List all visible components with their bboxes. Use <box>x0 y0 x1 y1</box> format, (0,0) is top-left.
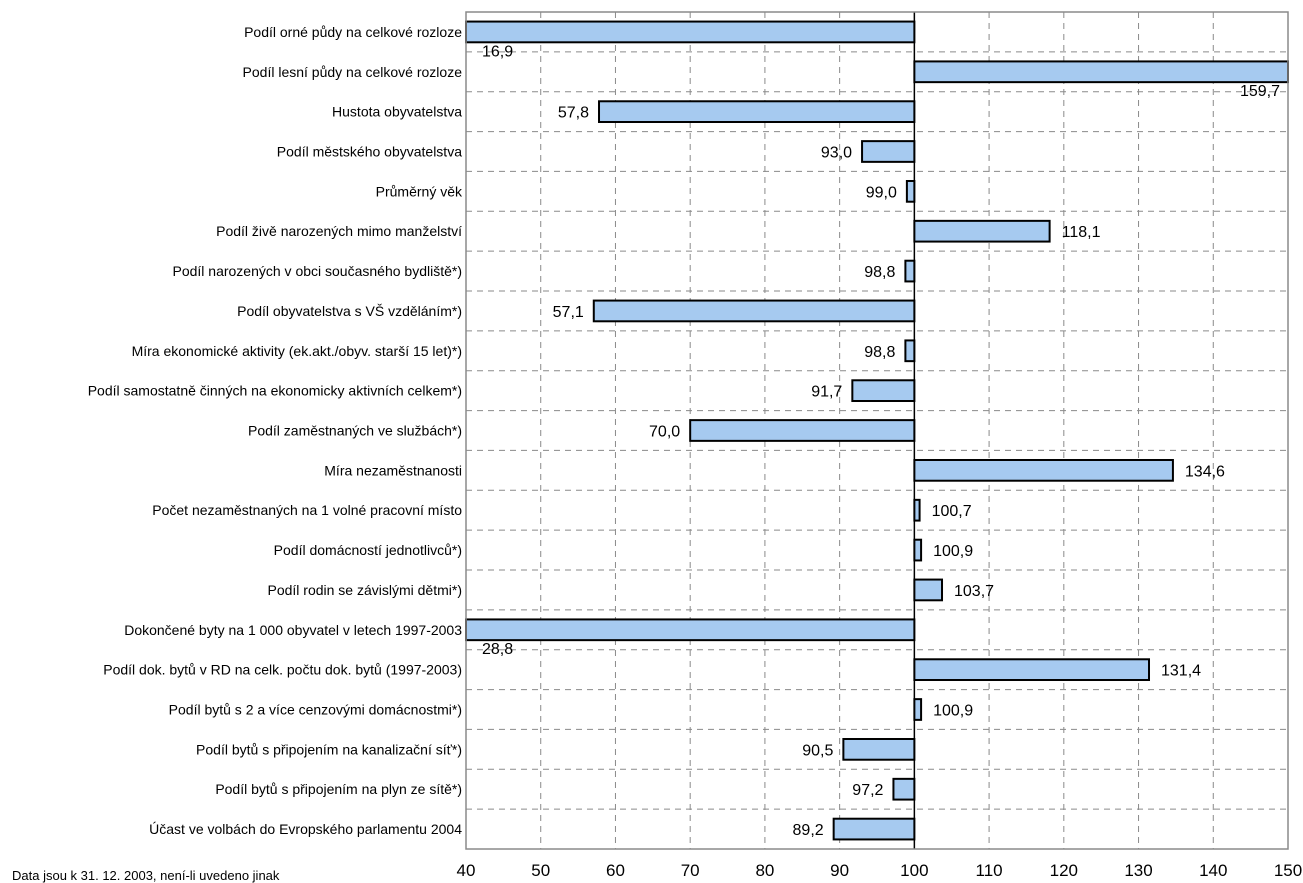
bar-9 <box>904 339 916 363</box>
x-tick-label-100: 100 <box>900 861 928 880</box>
x-tick-label-70: 70 <box>681 861 700 880</box>
category-label-7: Podíl narozených v obci současného bydli… <box>172 263 462 279</box>
value-label-8: 57,1 <box>553 304 584 321</box>
plot-area-frame <box>465 11 1289 850</box>
category-label-1: Podíl orné půdy na celkové rozloze <box>244 24 462 40</box>
bar-3 <box>598 100 916 124</box>
category-label-15: Podíl rodin se závislými dětmi*) <box>267 582 462 598</box>
bar-2 <box>913 60 1289 84</box>
bar-10 <box>851 379 916 403</box>
bar-8 <box>592 299 916 323</box>
bar-7 <box>904 259 916 283</box>
category-label-21: Účast ve volbách do Evropského parlament… <box>149 821 462 837</box>
category-label-3: Hustota obyvatelstva <box>332 104 462 120</box>
category-label-18: Podíl bytů s 2 a více cenzovými domácnos… <box>169 702 462 718</box>
value-label-16: 28,8 <box>482 641 513 658</box>
category-label-4: Podíl městského obyvatelstva <box>277 144 462 160</box>
value-label-7: 98,8 <box>864 264 895 281</box>
value-label-20: 97,2 <box>852 782 883 799</box>
value-label-14: 100,9 <box>933 543 973 560</box>
category-label-2: Podíl lesní půdy na celkové rozloze <box>243 64 463 80</box>
value-label-2: 159,7 <box>1240 83 1280 100</box>
value-label-11: 70,0 <box>649 424 680 441</box>
category-label-12: Míra nezaměstnanosti <box>324 462 462 478</box>
category-label-9: Míra ekonomické aktivity (ek.akt./obyv. … <box>132 343 462 359</box>
category-labels: Podíl orné půdy na celkové rozloze Podíl … <box>88 24 463 837</box>
x-tick-label-50: 50 <box>531 861 550 880</box>
grid-layer <box>466 12 1288 849</box>
bar-14 <box>913 538 923 562</box>
x-tick-label-130: 130 <box>1124 861 1152 880</box>
x-axis-ticks: 40 50 60 70 80 90 100 110 120 130 140 150 <box>457 861 1303 880</box>
category-label-10: Podíl samostatně činných na ekonomicky a… <box>88 383 462 399</box>
category-label-17: Podíl dok. bytů v RD na celk. počtu dok.… <box>103 662 462 678</box>
bar-12 <box>913 458 1174 482</box>
value-label-5: 99,0 <box>866 184 897 201</box>
value-label-3: 57,8 <box>558 105 589 122</box>
value-label-9: 98,8 <box>864 344 895 361</box>
value-label-19: 90,5 <box>802 742 833 759</box>
value-label-12: 134,6 <box>1185 463 1225 480</box>
category-label-6: Podíl živě narozených mimo manželství <box>216 223 462 239</box>
category-label-11: Podíl zaměstnaných ve službách*) <box>248 423 462 439</box>
category-label-20: Podíl bytů s připojením na plyn ze sítě*… <box>215 781 462 797</box>
category-label-16: Dokončené byty na 1 000 obyvatel v letec… <box>124 622 462 638</box>
category-label-19: Podíl bytů s připojením na kanalizační s… <box>196 741 462 757</box>
value-label-1: 16,9 <box>482 43 513 60</box>
value-label-17: 131,4 <box>1161 663 1201 680</box>
bar-21 <box>832 817 916 841</box>
value-label-6: 118,1 <box>1062 224 1101 241</box>
category-label-14: Podíl domácností jednotlivců*) <box>274 542 462 558</box>
value-labels: 16,9 159,7 57,8 93,0 99,0 118,1 98,8 57,1 98,8 91… <box>482 43 1280 839</box>
x-tick-label-120: 120 <box>1050 861 1078 880</box>
x-tick-label-40: 40 <box>457 861 476 880</box>
value-label-21: 89,2 <box>793 822 824 839</box>
bar-15 <box>913 578 944 602</box>
footnote: Data jsou k 31. 12. 2003, není-li uveden… <box>12 868 280 883</box>
value-label-10: 91,7 <box>811 384 842 401</box>
bar-5 <box>905 179 916 203</box>
x-tick-label-90: 90 <box>830 861 849 880</box>
bar-16 <box>465 618 916 642</box>
category-label-5: Průměrný věk <box>376 183 463 199</box>
x-tick-label-110: 110 <box>976 861 1003 880</box>
x-tick-label-80: 80 <box>755 861 774 880</box>
bar-17 <box>913 658 1151 682</box>
value-label-4: 93,0 <box>821 145 852 162</box>
bar-20 <box>892 777 916 801</box>
bar-13 <box>913 498 921 522</box>
bar-4 <box>861 140 916 163</box>
x-tick-label-150: 150 <box>1274 861 1302 880</box>
category-label-13: Počet nezaměstnaných na 1 volné pracovní… <box>152 502 462 518</box>
value-label-13: 100,7 <box>932 503 972 520</box>
bar-1 <box>465 20 916 44</box>
bar-6 <box>913 219 1051 243</box>
x-tick-label-60: 60 <box>606 861 625 880</box>
x-tick-label-140: 140 <box>1199 861 1227 880</box>
value-label-18: 100,9 <box>933 703 973 720</box>
bar-19 <box>842 737 916 761</box>
bar-layer <box>465 20 1289 841</box>
bar-18 <box>913 698 923 721</box>
value-label-15: 103,7 <box>954 583 994 600</box>
bar-11 <box>689 419 916 442</box>
category-label-8: Podíl obyvatelstva s VŠ vzděláním*) <box>237 303 462 319</box>
